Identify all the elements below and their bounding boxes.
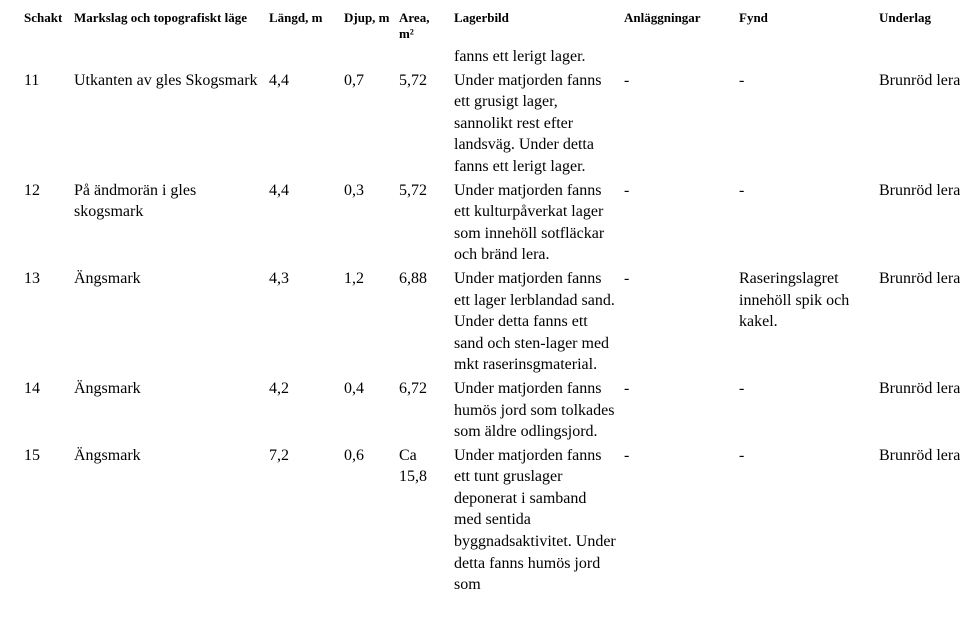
- cell-underlag: Brunröd lera: [875, 445, 960, 598]
- cell-markslag: Ängsmark: [70, 268, 265, 378]
- table-row: 13 Ängsmark 4,3 1,2 6,88 Under matjorden…: [20, 268, 960, 378]
- table-prelude-row: fanns ett lerigt lager.: [20, 46, 960, 70]
- cell-langd: 7,2: [265, 445, 340, 598]
- cell-djup: 0,6: [340, 445, 395, 598]
- cell-area: Ca 15,8: [395, 445, 450, 598]
- cell-fynd: Raseringslagret innehöll spik och kakel.: [735, 268, 875, 378]
- cell-langd: 4,2: [265, 378, 340, 445]
- cell-fynd: -: [735, 445, 875, 598]
- cell-langd: 4,4: [265, 70, 340, 180]
- cell-lagerbild: Under matjorden fanns humös jord som tol…: [450, 378, 620, 445]
- table-header-row: Schakt Markslag och topografiskt läge Lä…: [20, 8, 960, 46]
- cell-anlaggningar: -: [620, 70, 735, 180]
- cell-area: 6,72: [395, 378, 450, 445]
- cell-anlaggningar: -: [620, 268, 735, 378]
- cell-area: 5,72: [395, 70, 450, 180]
- cell-schakt: 15: [20, 445, 70, 598]
- table-row: 15 Ängsmark 7,2 0,6 Ca 15,8 Under matjor…: [20, 445, 960, 598]
- cell-schakt: 14: [20, 378, 70, 445]
- cell-lagerbild: Under matjorden fanns ett grusigt lager,…: [450, 70, 620, 180]
- cell-djup: 0,7: [340, 70, 395, 180]
- cell-underlag: Brunröd lera: [875, 180, 960, 268]
- cell-lagerbild: Under matjorden fanns ett lager lerbland…: [450, 268, 620, 378]
- cell-fynd: -: [735, 180, 875, 268]
- cell-langd: 4,3: [265, 268, 340, 378]
- col-header-lagerbild: Lagerbild: [450, 8, 620, 46]
- table-row: 14 Ängsmark 4,2 0,4 6,72 Under matjorden…: [20, 378, 960, 445]
- cell-markslag: Ängsmark: [70, 378, 265, 445]
- cell-underlag: Brunröd lera: [875, 268, 960, 378]
- cell-underlag: Brunröd lera: [875, 70, 960, 180]
- cell-underlag: Brunröd lera: [875, 378, 960, 445]
- cell-markslag: På ändmorän i gles skogsmark: [70, 180, 265, 268]
- cell-schakt: 13: [20, 268, 70, 378]
- cell-fynd: -: [735, 378, 875, 445]
- cell-schakt: 11: [20, 70, 70, 180]
- col-header-langd: Längd, m: [265, 8, 340, 46]
- col-header-underlag: Underlag: [875, 8, 960, 46]
- col-header-djup: Djup, m: [340, 8, 395, 46]
- table-row: 11 Utkanten av gles Skogsmark 4,4 0,7 5,…: [20, 70, 960, 180]
- col-header-schakt: Schakt: [20, 8, 70, 46]
- col-header-area: Area, m²: [395, 8, 450, 46]
- cell-anlaggningar: -: [620, 445, 735, 598]
- cell-langd: 4,4: [265, 180, 340, 268]
- table-row: 12 På ändmorän i gles skogsmark 4,4 0,3 …: [20, 180, 960, 268]
- col-header-fynd: Fynd: [735, 8, 875, 46]
- cell-lagerbild: Under matjorden fanns ett kulturpåverkat…: [450, 180, 620, 268]
- cell-djup: 0,3: [340, 180, 395, 268]
- cell-anlaggningar: -: [620, 180, 735, 268]
- cell-markslag: Utkanten av gles Skogsmark: [70, 70, 265, 180]
- cell-area: 5,72: [395, 180, 450, 268]
- cell-markslag: Ängsmark: [70, 445, 265, 598]
- cell-djup: 0,4: [340, 378, 395, 445]
- cell-lagerbild: Under matjorden fanns ett tunt gruslager…: [450, 445, 620, 598]
- col-header-markslag: Markslag och topografiskt läge: [70, 8, 265, 46]
- cell-area: 6,88: [395, 268, 450, 378]
- cell-schakt: 12: [20, 180, 70, 268]
- cell-fynd: -: [735, 70, 875, 180]
- cell-prelude-lagerbild: fanns ett lerigt lager.: [450, 46, 620, 70]
- col-header-anlaggningar: Anläggningar: [620, 8, 735, 46]
- cell-anlaggningar: -: [620, 378, 735, 445]
- data-table: Schakt Markslag och topografiskt läge Lä…: [20, 8, 960, 598]
- cell-djup: 1,2: [340, 268, 395, 378]
